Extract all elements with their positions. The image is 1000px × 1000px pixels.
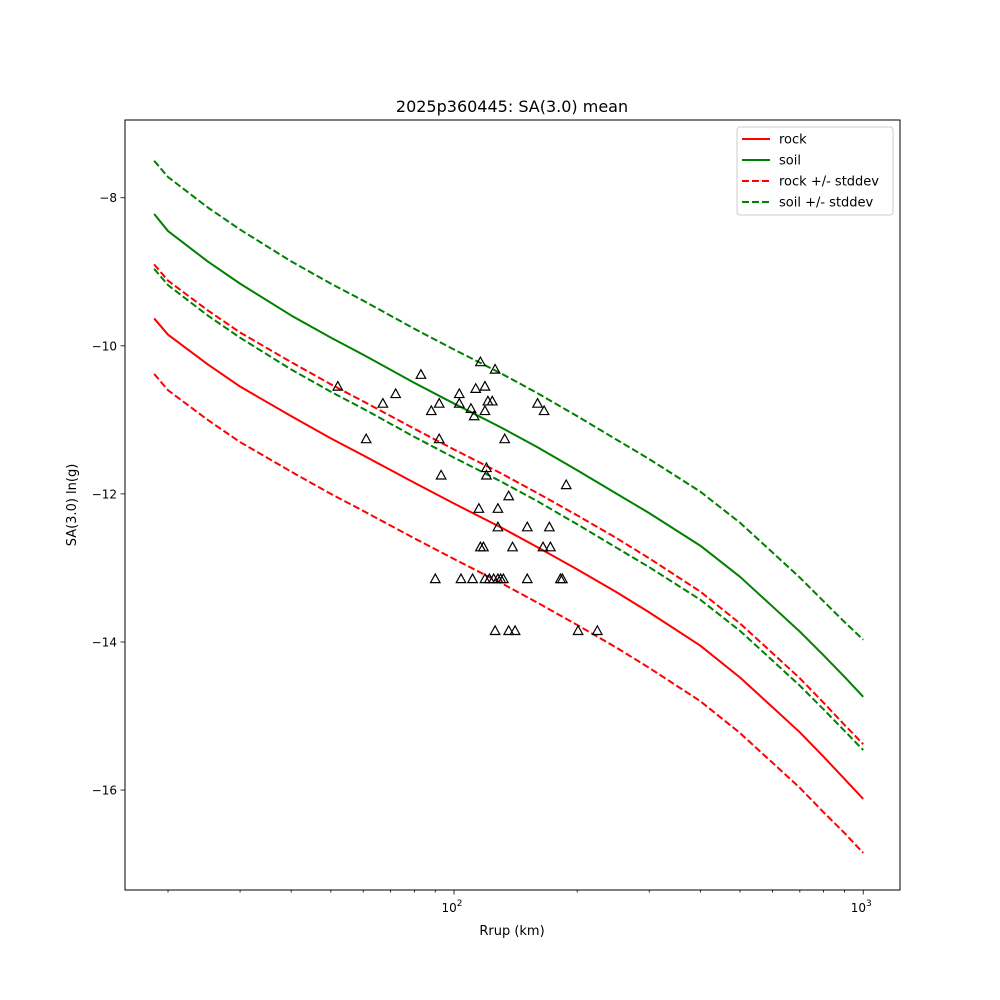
observation-point bbox=[509, 624, 521, 636]
series-line-0 bbox=[153, 317, 864, 800]
x-axis: 102 103 bbox=[167, 890, 872, 915]
observation-point bbox=[492, 520, 504, 532]
observation-point bbox=[377, 397, 389, 408]
observation-markers bbox=[332, 355, 604, 636]
observation-point bbox=[480, 469, 493, 480]
observation-point bbox=[433, 432, 445, 444]
observation-point bbox=[389, 387, 402, 399]
observation-point bbox=[415, 368, 427, 379]
observation-point bbox=[466, 572, 479, 584]
observation-point bbox=[474, 355, 487, 367]
observation-point bbox=[453, 397, 466, 408]
observation-point bbox=[531, 397, 544, 408]
observation-point bbox=[556, 572, 569, 584]
observation-point bbox=[486, 395, 499, 406]
x-tick-label: 102 bbox=[442, 899, 463, 915]
observation-point bbox=[429, 572, 442, 584]
observation-point bbox=[479, 404, 491, 416]
observation-point bbox=[497, 572, 510, 584]
observation-point bbox=[544, 540, 557, 552]
observation-point bbox=[560, 478, 572, 490]
x-tick-label: 103 bbox=[851, 899, 872, 915]
observation-point bbox=[489, 624, 501, 636]
observation-point bbox=[465, 402, 477, 413]
legend-label: rock bbox=[779, 133, 807, 148]
y-tick-label: −12 bbox=[92, 487, 117, 501]
observation-point bbox=[543, 520, 556, 532]
observation-point bbox=[521, 572, 534, 584]
legend-label: soil +/- stddev bbox=[779, 196, 874, 211]
observation-point bbox=[425, 404, 438, 416]
observation-point bbox=[468, 409, 480, 421]
legend-label: rock +/- stddev bbox=[779, 175, 879, 190]
y-tick-label: −16 bbox=[92, 784, 117, 798]
x-axis-label: Rrup (km) bbox=[479, 924, 544, 939]
observation-point bbox=[489, 363, 501, 374]
plot-area bbox=[124, 119, 901, 891]
plot-frame bbox=[124, 119, 901, 891]
observation-point bbox=[455, 572, 467, 584]
y-tick-label: −8 bbox=[99, 191, 117, 205]
legend-box bbox=[736, 126, 894, 216]
series-line-4 bbox=[153, 160, 864, 641]
y-axis-label: SA(3.0) ln(g) bbox=[65, 464, 80, 547]
observation-point bbox=[591, 624, 604, 636]
y-tick-label: −10 bbox=[92, 339, 117, 353]
observation-point bbox=[502, 489, 515, 501]
observation-point bbox=[498, 432, 511, 444]
chart-title: 2025p360445: SA(3.0) mean bbox=[396, 97, 628, 116]
observation-point bbox=[469, 382, 482, 393]
series-line-1 bbox=[153, 213, 864, 698]
observation-point bbox=[360, 432, 372, 444]
y-axis: −8 −10 −12 −14 −16 bbox=[92, 191, 125, 798]
observation-point bbox=[521, 520, 534, 532]
observation-point bbox=[572, 624, 584, 636]
series-layer bbox=[153, 160, 864, 854]
observation-point bbox=[492, 502, 504, 513]
observation-point bbox=[537, 540, 549, 552]
y-tick-label: −14 bbox=[92, 635, 117, 649]
observation-point bbox=[435, 469, 447, 480]
observation-point bbox=[477, 540, 490, 552]
observation-point bbox=[502, 624, 515, 636]
observation-point bbox=[332, 380, 344, 391]
series-line-5 bbox=[153, 268, 864, 751]
observation-point bbox=[433, 397, 445, 408]
legend-label: soil bbox=[779, 154, 801, 169]
observation-point bbox=[538, 404, 550, 416]
observation-point bbox=[479, 380, 491, 391]
observation-point bbox=[473, 502, 485, 513]
legend: rock soil rock +/- stddev soil +/- stddev bbox=[736, 126, 894, 216]
observation-point bbox=[506, 540, 519, 552]
